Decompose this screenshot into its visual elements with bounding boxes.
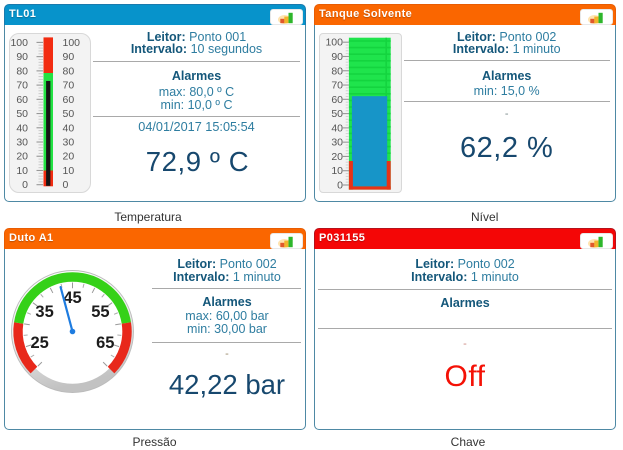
svg-text:0: 0: [62, 179, 68, 191]
svg-text:30: 30: [62, 137, 74, 149]
svg-text:60: 60: [331, 94, 343, 106]
svg-text:10: 10: [16, 165, 28, 177]
svg-text:50: 50: [62, 108, 74, 120]
svg-text:90: 90: [331, 51, 343, 63]
svg-text:0: 0: [22, 179, 28, 191]
svg-text:20: 20: [16, 151, 28, 163]
svg-text:100: 100: [62, 37, 80, 49]
svg-text:10: 10: [331, 165, 343, 177]
svg-text:100: 100: [325, 37, 343, 49]
svg-text:90: 90: [62, 51, 74, 63]
svg-text:80: 80: [62, 65, 74, 77]
svg-text:35: 35: [35, 303, 53, 321]
svg-text:45: 45: [63, 289, 81, 307]
svg-text:70: 70: [62, 80, 74, 92]
svg-text:60: 60: [16, 94, 28, 106]
svg-text:60: 60: [62, 94, 74, 106]
svg-text:55: 55: [91, 303, 109, 321]
svg-text:20: 20: [331, 151, 343, 163]
svg-text:70: 70: [331, 80, 343, 92]
svg-text:40: 40: [62, 122, 74, 134]
svg-text:0: 0: [337, 180, 343, 192]
svg-text:40: 40: [331, 122, 343, 134]
svg-text:90: 90: [16, 51, 28, 63]
svg-text:70: 70: [16, 80, 28, 92]
svg-text:100: 100: [10, 37, 28, 49]
svg-text:20: 20: [62, 151, 74, 163]
svg-text:10: 10: [62, 165, 74, 177]
svg-text:50: 50: [331, 108, 343, 120]
svg-text:30: 30: [16, 137, 28, 149]
svg-text:25: 25: [30, 334, 48, 352]
svg-text:40: 40: [16, 122, 28, 134]
svg-text:65: 65: [96, 334, 114, 352]
svg-text:80: 80: [16, 65, 28, 77]
svg-text:80: 80: [331, 65, 343, 77]
svg-text:50: 50: [16, 108, 28, 120]
svg-text:30: 30: [331, 137, 343, 149]
